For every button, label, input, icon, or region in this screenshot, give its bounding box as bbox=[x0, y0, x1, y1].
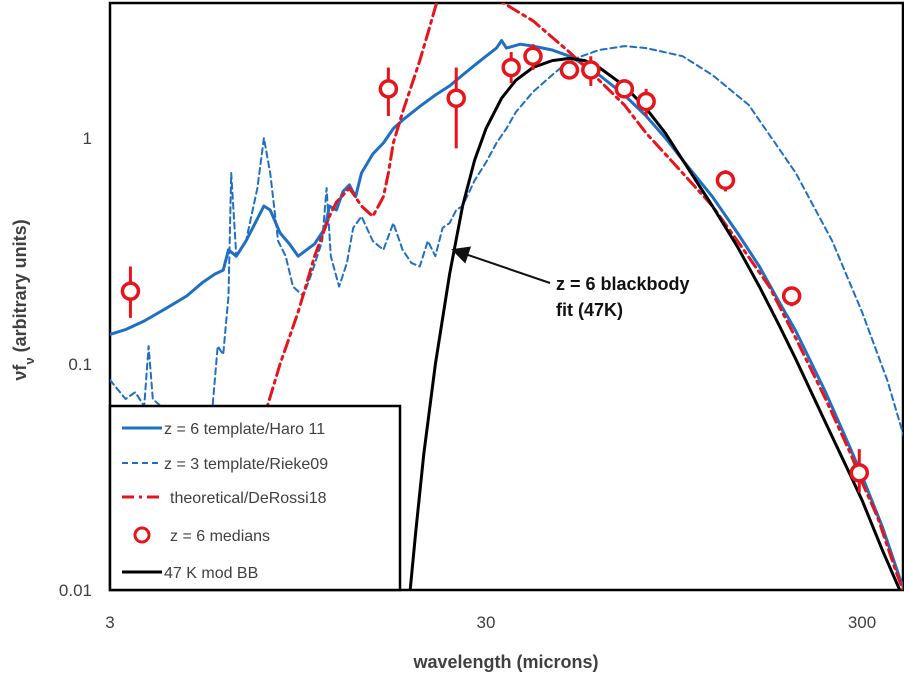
annotation-line-2: fit (47K) bbox=[556, 300, 623, 320]
y-tick-2: 1 bbox=[83, 129, 92, 148]
legend-label-haro11: z = 6 template/Haro 11 bbox=[164, 421, 325, 438]
median-point-10 bbox=[781, 286, 802, 307]
series-line-2 bbox=[228, 3, 903, 590]
x-tick-labels: 3 30 300 bbox=[105, 613, 876, 632]
median-marker-9 bbox=[715, 170, 736, 191]
legend-item-medians: z = 6 medians bbox=[133, 526, 270, 545]
median-marker-10 bbox=[781, 286, 802, 306]
legend-label-rieke09: z = 3 template/Rieke09 bbox=[164, 456, 328, 473]
median-marker-5 bbox=[559, 60, 580, 80]
legend: z = 6 template/Haro 11 z = 3 template/Ri… bbox=[108, 404, 402, 592]
blackbody-annotation: z = 6 blackbody fit (47K) bbox=[451, 246, 690, 320]
median-point-1 bbox=[378, 67, 399, 117]
x-tick-1: 30 bbox=[477, 613, 496, 632]
median-marker-2 bbox=[446, 88, 466, 108]
median-point-4 bbox=[523, 44, 543, 70]
median-marker-11 bbox=[849, 463, 870, 483]
legend-item-haro11: z = 6 template/Haro 11 bbox=[122, 421, 325, 438]
x-axis-title: wavelength (microns) bbox=[412, 652, 598, 672]
annotation-line-1: z = 6 blackbody bbox=[556, 274, 690, 294]
median-point-11 bbox=[849, 449, 870, 493]
median-marker-0 bbox=[120, 281, 141, 301]
legend-swatch-medians bbox=[133, 526, 151, 544]
legend-item-rieke09: z = 3 template/Rieke09 bbox=[122, 456, 328, 473]
median-point-5 bbox=[559, 60, 580, 80]
median-marker-3 bbox=[501, 57, 521, 78]
series-line-0 bbox=[110, 39, 903, 590]
median-marker-6 bbox=[581, 60, 601, 80]
median-marker-8 bbox=[636, 91, 656, 112]
legend-label-modbb: 47 K mod BB bbox=[164, 565, 258, 582]
y-tick-1: 0.1 bbox=[68, 355, 92, 374]
median-point-6 bbox=[581, 56, 601, 86]
legend-item-derossi18: theoretical/DeRossi18 bbox=[122, 490, 327, 507]
y-axis-title: νfν (arbitrary units) bbox=[10, 219, 37, 380]
median-point-3 bbox=[501, 52, 521, 84]
annotation-arrow bbox=[451, 246, 551, 284]
y-tick-labels: 0.01 0.1 1 bbox=[59, 129, 92, 600]
legend-label-derossi18: theoretical/DeRossi18 bbox=[170, 490, 327, 507]
x-tick-2: 300 bbox=[848, 613, 876, 632]
y-axis-title-sub: ν bbox=[22, 357, 37, 364]
x-tick-0: 3 bbox=[105, 613, 114, 632]
legend-label-medians: z = 6 medians bbox=[170, 528, 270, 545]
y-axis-title-main: νf bbox=[10, 364, 30, 381]
median-marker-7 bbox=[614, 79, 635, 99]
median-point-8 bbox=[636, 88, 656, 117]
median-marker-4 bbox=[523, 46, 543, 66]
median-marker-1 bbox=[378, 79, 399, 99]
medians-layer bbox=[120, 44, 870, 493]
legend-item-modbb: 47 K mod BB bbox=[122, 565, 258, 582]
median-point-0 bbox=[120, 266, 141, 318]
median-point-9 bbox=[715, 170, 736, 192]
median-point-7 bbox=[614, 79, 635, 99]
y-axis-title-rest: (arbitrary units) bbox=[10, 219, 30, 357]
median-point-2 bbox=[446, 67, 466, 149]
y-tick-0: 0.01 bbox=[59, 581, 92, 600]
